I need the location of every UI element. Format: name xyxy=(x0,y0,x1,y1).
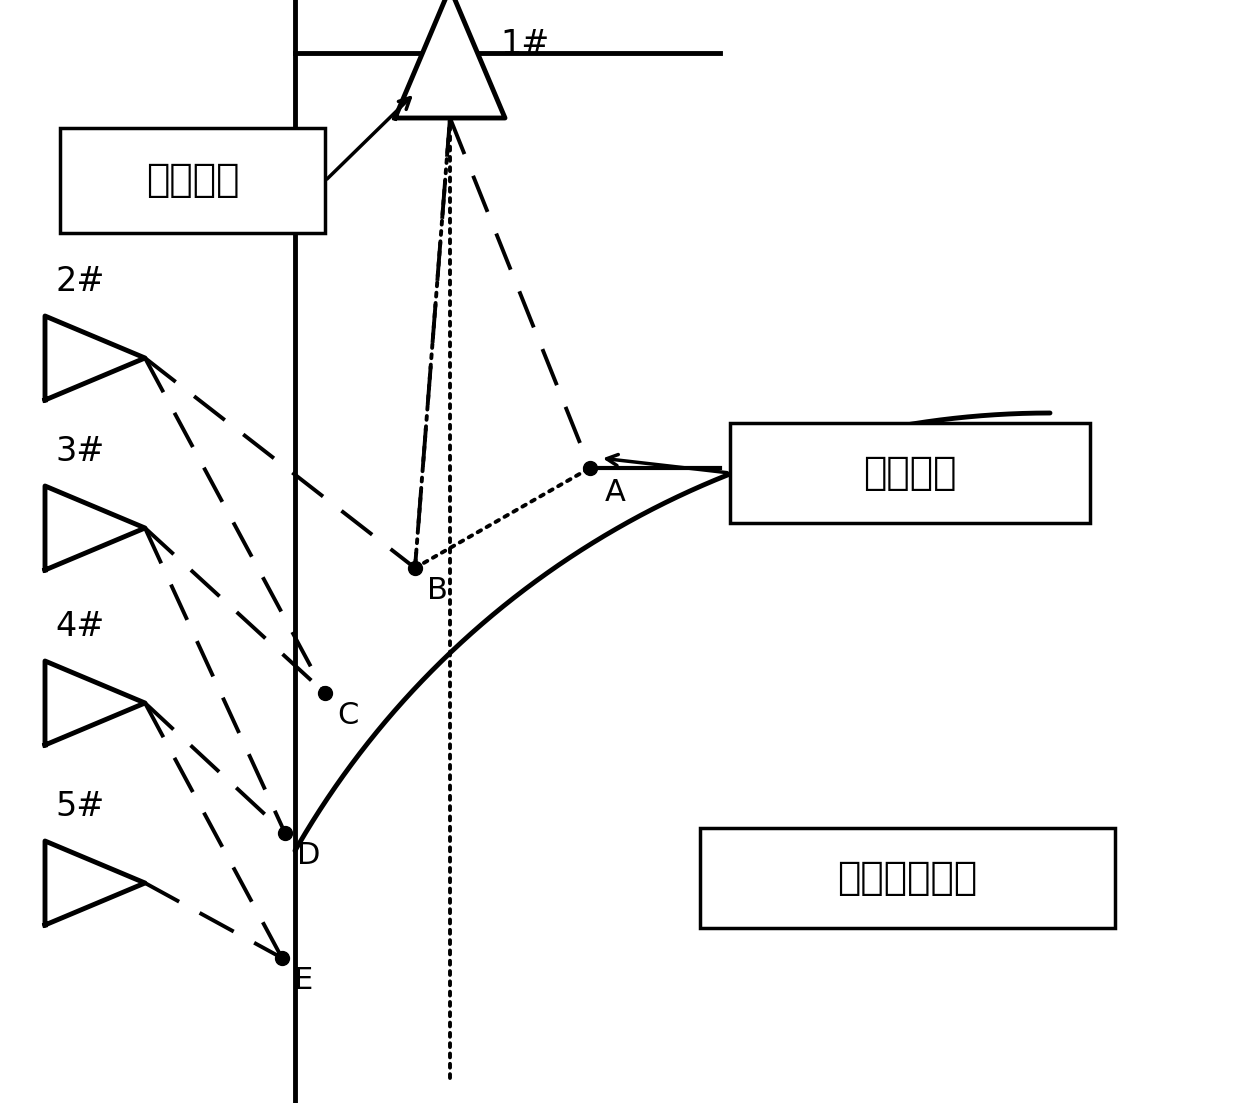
Text: A: A xyxy=(605,478,626,507)
Polygon shape xyxy=(396,0,505,118)
Bar xyxy=(730,422,1090,523)
Polygon shape xyxy=(45,486,145,570)
Text: B: B xyxy=(427,576,448,606)
Bar xyxy=(60,128,325,233)
Text: 1#: 1# xyxy=(500,29,549,62)
Text: D: D xyxy=(298,840,320,870)
Text: 5#: 5# xyxy=(56,790,104,823)
Text: 球面阵列天线: 球面阵列天线 xyxy=(837,859,977,897)
Text: 标校天线: 标校天线 xyxy=(146,161,239,200)
Text: 2#: 2# xyxy=(56,265,104,298)
Text: 3#: 3# xyxy=(56,435,104,468)
Text: 4#: 4# xyxy=(56,610,104,643)
Bar xyxy=(701,828,1115,928)
Text: C: C xyxy=(337,702,358,730)
Polygon shape xyxy=(45,661,145,745)
Text: 天线阵元: 天线阵元 xyxy=(863,454,957,492)
Polygon shape xyxy=(45,840,145,925)
Text: E: E xyxy=(294,966,314,995)
Polygon shape xyxy=(45,315,145,400)
